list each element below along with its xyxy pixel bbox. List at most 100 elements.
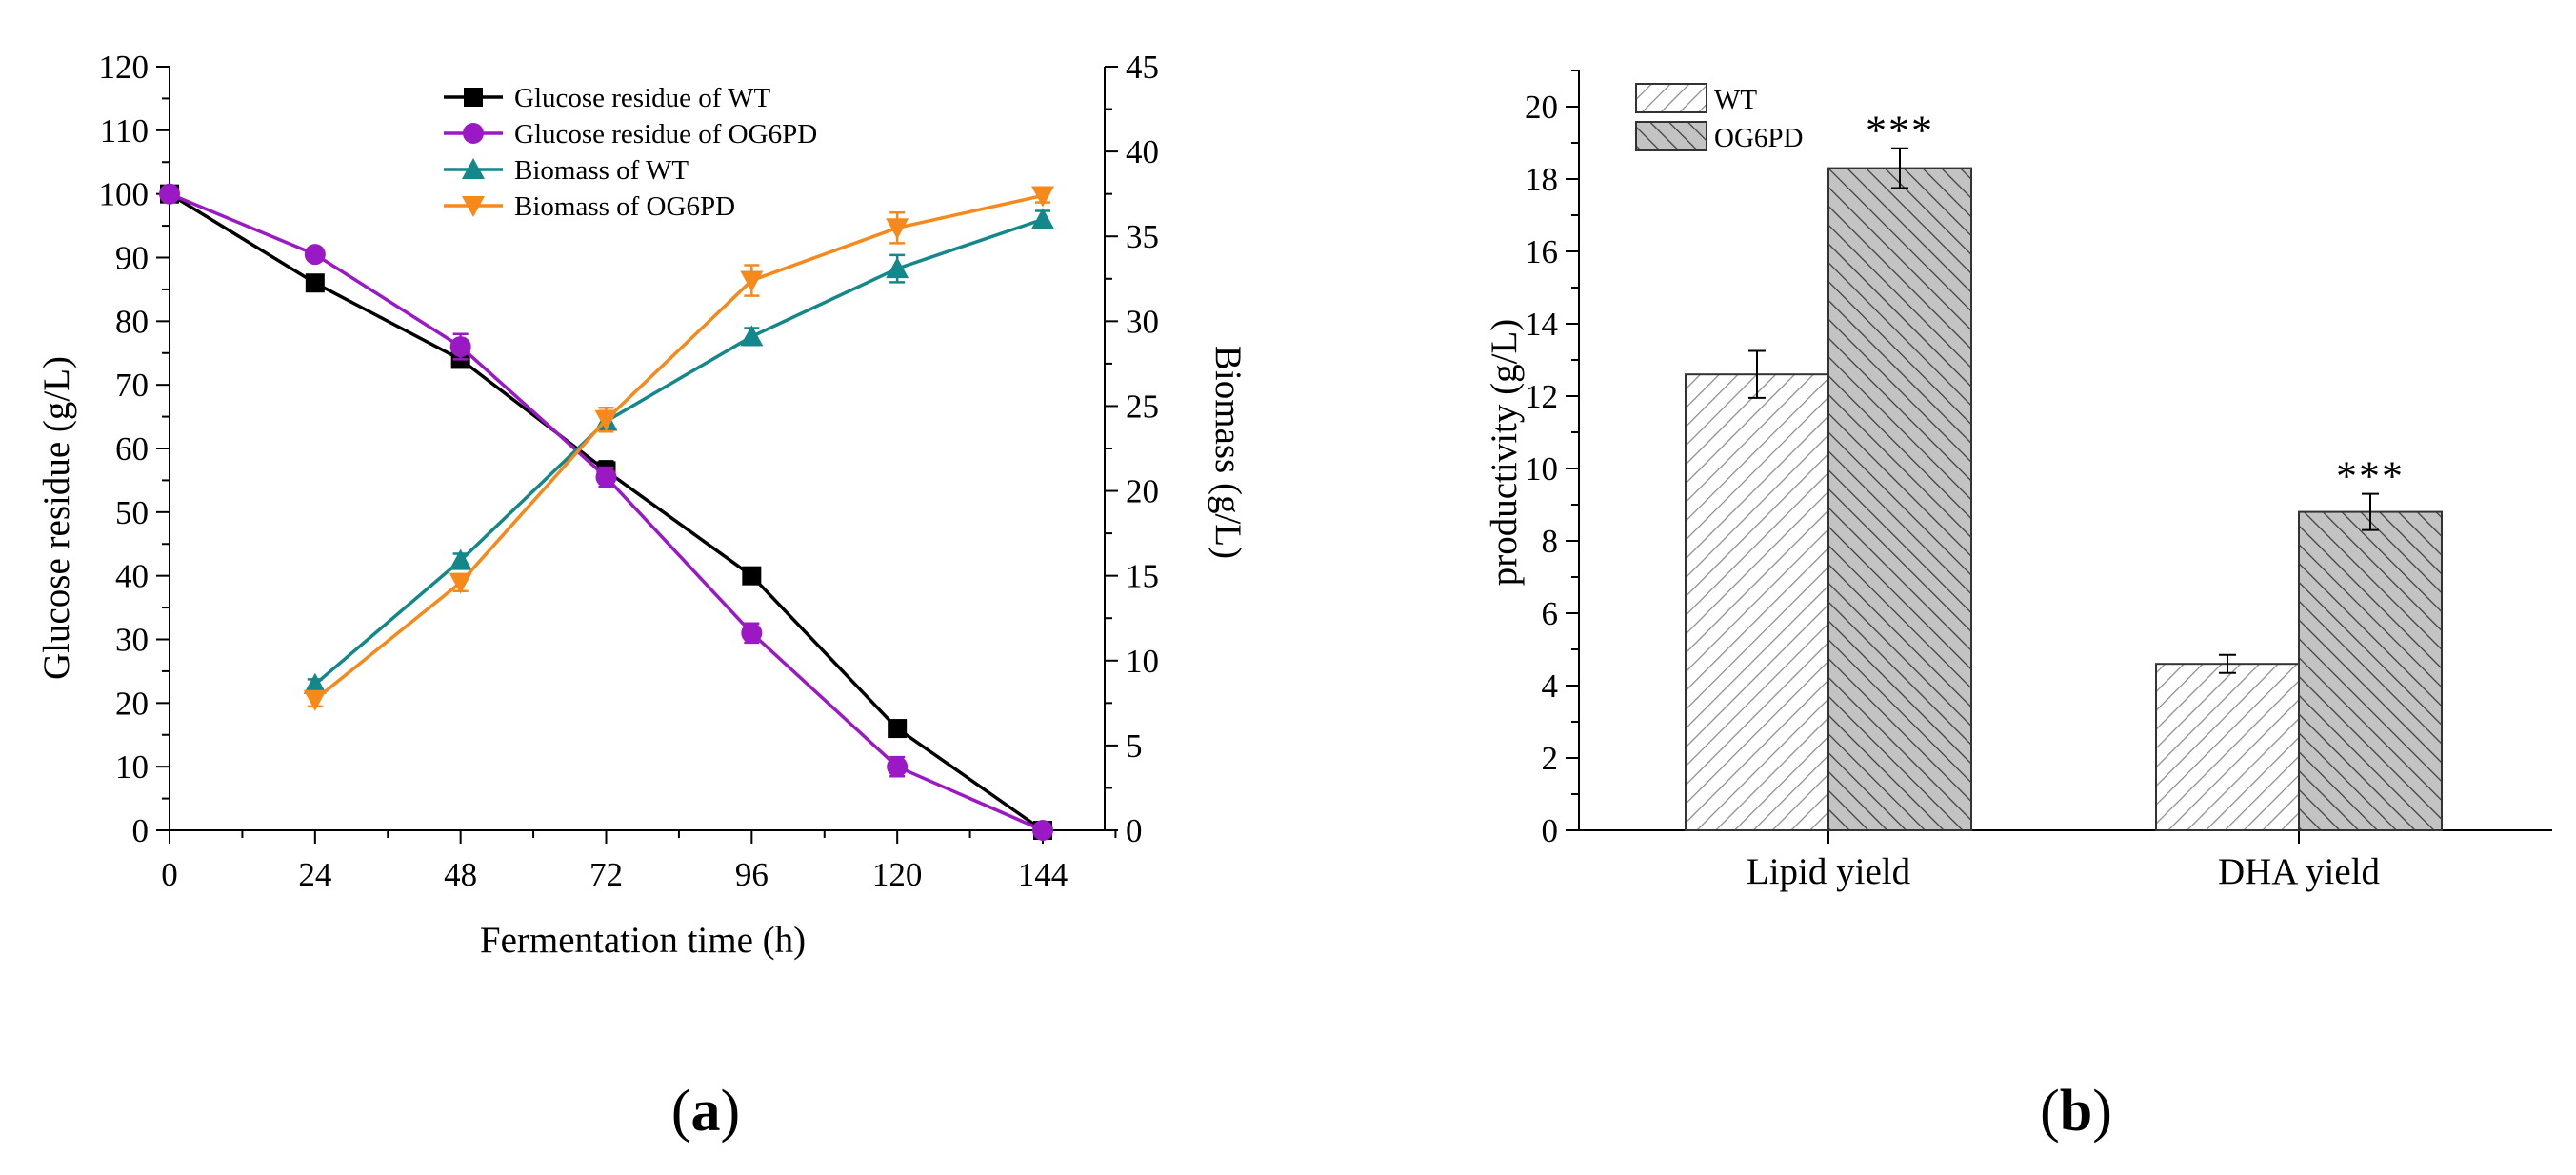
data-point [463,123,484,144]
y-axis-title-left: Glucose residue (g/L) [36,356,77,680]
data-point [740,325,764,347]
line-chart-series [159,183,1054,841]
series-line [169,192,1045,832]
bar-group [1685,349,1829,831]
data-point [449,572,472,594]
series-line [169,192,1044,832]
data-point [303,672,327,694]
y-tick-label: 16 [1525,233,1558,270]
legend-item: Glucose residue of OG6PD [444,119,817,149]
series-line [313,193,1044,702]
x-tick-label: 0 [161,856,178,893]
y-right-tick-label: 25 [1126,388,1159,425]
y-right-tick-label: 45 [1126,49,1159,86]
legend-item: Biomass of WT [444,155,689,186]
significance-marker: *** [2336,453,2405,500]
legend-item: Glucose residue of WT [444,83,771,113]
y-tick-label: 20 [1525,89,1558,126]
x-tick-label: 24 [298,856,331,893]
y-left-tick-label: 10 [115,748,149,786]
y-left-tick-label: 30 [115,622,149,659]
data-point [462,158,485,179]
x-category-label: DHA yield [2218,851,2381,892]
y-left-tick-label: 100 [99,176,150,213]
y-right-tick-label: 15 [1126,558,1159,595]
bar-group: *** [2298,453,2443,831]
data-point [740,270,764,292]
data-point [886,257,909,279]
x-axis-title: Fermentation time (h) [480,920,806,961]
y-right-tick-label: 35 [1126,218,1159,255]
data-point [887,756,909,778]
data-point [159,183,180,205]
legend-swatch [1635,121,1707,151]
y-right-tick-label: 20 [1126,473,1159,510]
legend-label: Glucose residue of WT [514,83,771,113]
y-axis-title-right: Biomass (g/L) [1208,346,1248,559]
bar-chart-panel: 0 2 4 6 8 10 12 14 16 18 20 Lipid yield DHA yield **… [1484,70,2552,1144]
data-point [303,689,327,711]
legend-label: Glucose residue of OG6PD [514,119,817,149]
y-left-tick-label: 120 [99,49,150,86]
y-tick-label: 4 [1542,667,1559,705]
legend-item: Biomass of OG6PD [444,191,735,222]
data-point [741,622,763,644]
series-group [159,183,1053,841]
data-point [449,548,472,570]
series-group [160,184,1052,840]
data-point [886,218,909,240]
bar [2298,510,2443,831]
x-category-label: Lipid yield [1747,851,1911,892]
y-left-tick-label: 0 [132,812,150,849]
bar [1685,373,1829,831]
legend-item: WT [1635,83,1757,115]
line-chart-axes: 0 10 20 30 40 50 60 70 80 90 100 110 120 0 5 10 15 20 25 30… [99,49,1160,893]
y-left-tick-label: 50 [115,494,149,531]
bar-chart-bars: *** *** [1685,108,2443,832]
y-tick-label: 10 [1525,450,1558,488]
series-group [303,186,1054,711]
data-point [594,409,618,431]
data-point [595,467,617,488]
legend-label: Biomass of WT [514,155,689,186]
y-right-tick-label: 40 [1126,133,1159,170]
y-tick-label: 8 [1542,523,1559,560]
bar-chart-axes: 0 2 4 6 8 10 12 14 16 18 20 Lipid yield DHA yield [1525,70,2552,892]
y-tick-label: 12 [1525,378,1558,415]
y-tick-label: 14 [1525,306,1558,343]
legend-label: Biomass of OG6PD [514,191,735,222]
x-tick-label: 96 [735,856,769,893]
bar [2155,663,2300,832]
legend-label: OG6PD [1714,123,1803,153]
y-tick-label: 0 [1542,812,1559,849]
line-chart-panel: 0 10 20 30 40 50 60 70 80 90 100 110 120 0 5 10 15 20 25 30… [36,49,1248,1144]
panel-letter-b: b [2060,1079,2092,1144]
y-tick-label: 18 [1525,161,1558,198]
y-tick-label: 2 [1542,740,1559,777]
x-tick-label: 72 [589,856,623,893]
x-tick-label: 48 [444,856,477,893]
data-point [888,719,908,739]
series-group [303,208,1054,694]
y-right-tick-label: 0 [1126,812,1143,849]
y-right-tick-label: 30 [1126,303,1159,340]
line-chart-legend: Glucose residue of WT Glucose residue of … [444,83,817,222]
y-axis-title: productivity (g/L) [1484,319,1525,587]
y-left-tick-label: 110 [100,112,149,149]
y-left-tick-label: 60 [115,430,149,468]
y-left-tick-label: 70 [115,367,149,404]
data-point [1032,820,1053,841]
data-point [464,88,483,107]
y-left-tick-label: 80 [115,303,149,340]
data-point [1031,208,1054,229]
bar-chart-legend: WT OG6PD [1635,83,1803,153]
y-left-tick-label: 90 [115,240,149,277]
bar-group: *** [1827,108,1972,832]
x-tick-label: 144 [1018,856,1068,893]
significance-marker: *** [1866,108,1934,154]
series-line [313,217,1044,687]
bar [1827,167,1972,832]
y-right-tick-label: 5 [1126,727,1143,765]
legend-label: WT [1714,85,1757,115]
